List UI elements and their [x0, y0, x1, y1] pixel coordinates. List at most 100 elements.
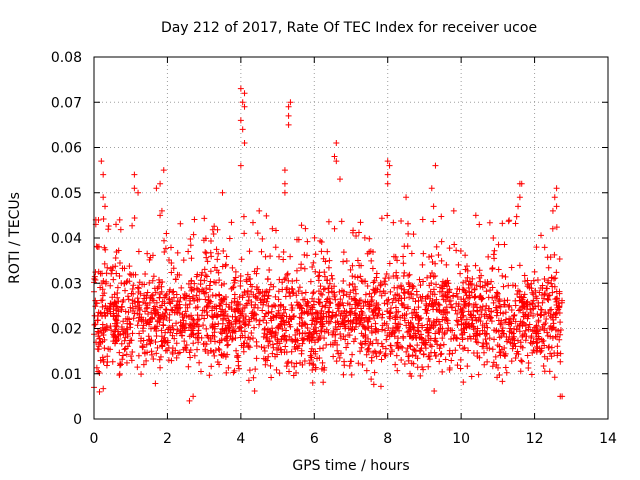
data-point [277, 320, 284, 327]
data-point [214, 359, 221, 366]
data-point [399, 333, 406, 340]
data-point [529, 327, 536, 334]
data-point [319, 291, 326, 298]
data-point [207, 278, 214, 285]
data-point [285, 112, 292, 119]
data-point [474, 339, 481, 346]
data-point [241, 139, 248, 146]
data-point [468, 312, 475, 319]
data-point [190, 293, 197, 300]
data-point [404, 305, 411, 312]
data-point [386, 162, 393, 169]
data-point [527, 306, 534, 313]
data-point [470, 323, 477, 330]
data-point [436, 345, 443, 352]
data-point [145, 310, 152, 317]
data-point [144, 250, 151, 257]
data-point [101, 309, 108, 316]
data-point [384, 171, 391, 178]
data-point [408, 373, 415, 380]
data-point [302, 330, 309, 337]
data-point [504, 297, 511, 304]
data-point [194, 346, 201, 353]
data-point [433, 281, 440, 288]
data-point [284, 360, 291, 367]
data-point [347, 266, 354, 273]
data-point [488, 318, 495, 325]
data-point [425, 353, 432, 360]
data-point [434, 341, 441, 348]
data-point [431, 388, 438, 395]
data-point [323, 341, 330, 348]
data-point [482, 336, 489, 343]
data-point [211, 264, 218, 271]
data-point [173, 354, 180, 361]
data-point [415, 297, 422, 304]
data-point [525, 324, 532, 331]
data-point [349, 229, 356, 236]
data-point [268, 374, 275, 381]
data-point [101, 345, 108, 352]
data-point [225, 341, 232, 348]
data-point [513, 326, 520, 333]
data-point [464, 335, 471, 342]
data-point [253, 338, 260, 345]
data-point [293, 277, 300, 284]
data-point [117, 360, 124, 367]
data-point [544, 279, 551, 286]
data-point [376, 350, 383, 357]
data-point [272, 303, 279, 310]
data-point [410, 231, 417, 238]
data-point [185, 363, 192, 370]
data-point [318, 239, 325, 246]
data-point [170, 288, 177, 295]
data-point [283, 337, 290, 344]
data-point [229, 284, 236, 291]
data-point [119, 356, 126, 363]
data-point [135, 285, 142, 292]
data-point [383, 271, 390, 278]
data-point [509, 282, 516, 289]
data-point [182, 308, 189, 315]
data-point [278, 315, 285, 322]
data-point [443, 308, 450, 315]
data-point [202, 289, 209, 296]
data-point [221, 280, 228, 287]
data-point [196, 359, 203, 366]
data-point [455, 318, 462, 325]
data-point [319, 321, 326, 328]
data-point [365, 314, 372, 321]
data-point [182, 327, 189, 334]
data-point [98, 158, 105, 165]
data-point [428, 253, 435, 260]
data-point [135, 352, 142, 359]
data-point [208, 253, 215, 260]
data-point [461, 344, 468, 351]
data-point [301, 336, 308, 343]
data-point [549, 289, 556, 296]
data-point [391, 333, 398, 340]
data-point [312, 251, 319, 258]
data-point [420, 366, 427, 373]
data-point [180, 257, 187, 264]
data-point [418, 345, 425, 352]
data-point [313, 309, 320, 316]
data-point [395, 320, 402, 327]
data-point [246, 344, 253, 351]
data-point [239, 294, 246, 301]
data-point [191, 216, 198, 223]
data-point [263, 298, 270, 305]
data-point [203, 325, 210, 332]
data-point [236, 365, 243, 372]
data-point [441, 331, 448, 338]
data-point [119, 298, 126, 305]
data-point [250, 291, 257, 298]
data-point [352, 335, 359, 342]
data-point [368, 293, 375, 300]
data-point [477, 278, 484, 285]
data-point [516, 194, 523, 201]
data-point [481, 313, 488, 320]
data-point [495, 328, 502, 335]
data-point [250, 315, 257, 322]
data-point [311, 328, 318, 335]
